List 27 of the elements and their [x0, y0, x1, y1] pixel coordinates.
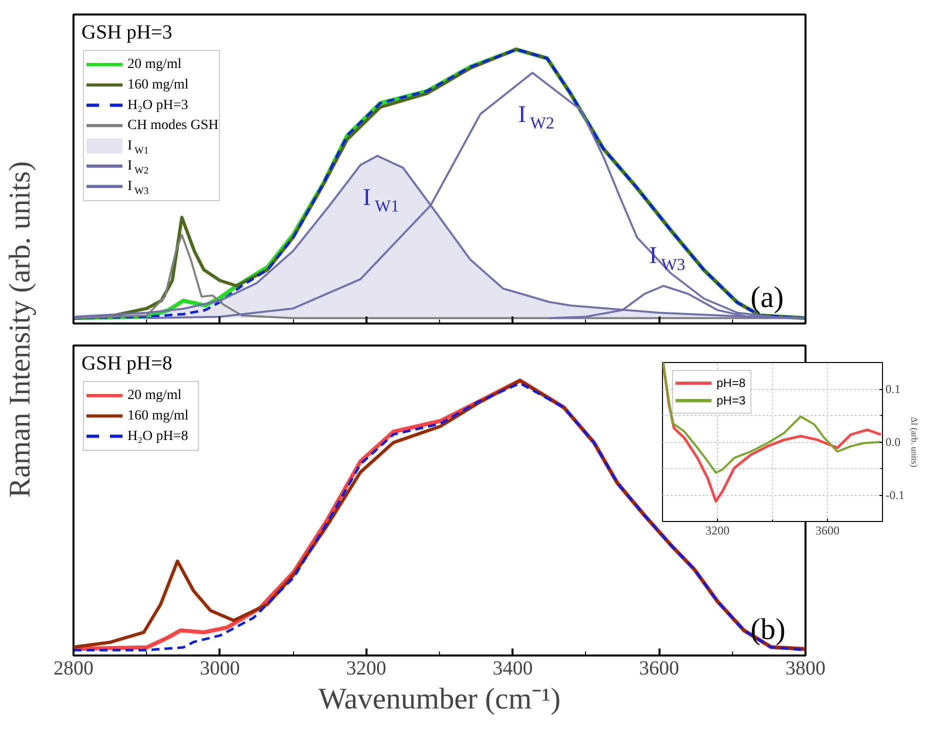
x-tick-label: 3600: [816, 524, 840, 538]
legend-label: 160 mg/ml: [128, 408, 189, 424]
legend-label: CH modes GSH: [128, 118, 219, 134]
x-axis-title: Wavenumber (cm⁻¹): [318, 682, 561, 716]
x-tick-label: 3200: [346, 658, 386, 680]
x-tick-label: 3800: [786, 658, 826, 680]
y-axis-title: Raman Intensity (arb. units): [4, 161, 36, 498]
legend-label: H₂O pH=8: [128, 428, 188, 444]
chart-title: GSH pH=8: [82, 352, 172, 374]
legend-label: pH=8: [716, 376, 746, 390]
x-tick-label: 3600: [639, 658, 680, 680]
x-tick-label: 3000: [200, 658, 240, 680]
y-tick-label: 0.0: [886, 435, 900, 449]
legend-label: 20 mg/ml: [128, 388, 182, 404]
annotation: (a): [750, 281, 784, 314]
x-tick-label: 3400: [492, 658, 533, 680]
y-tick-label: 0.1: [886, 382, 900, 396]
legend-label: 160 mg/ml: [128, 77, 189, 92]
x-tick-label: 2800: [54, 658, 94, 680]
legend-label: pH=3: [716, 394, 746, 408]
legend-label: 20 mg/ml: [128, 57, 182, 72]
x-tick-label: 3200: [706, 524, 730, 538]
chart-title: GSH pH=3: [82, 22, 172, 44]
y-axis-title: ΔI (arb. units): [909, 416, 920, 468]
y-tick-label: -0.1: [886, 488, 904, 502]
legend-label: H₂O pH=3: [128, 98, 188, 113]
annotation: (b): [750, 613, 786, 646]
